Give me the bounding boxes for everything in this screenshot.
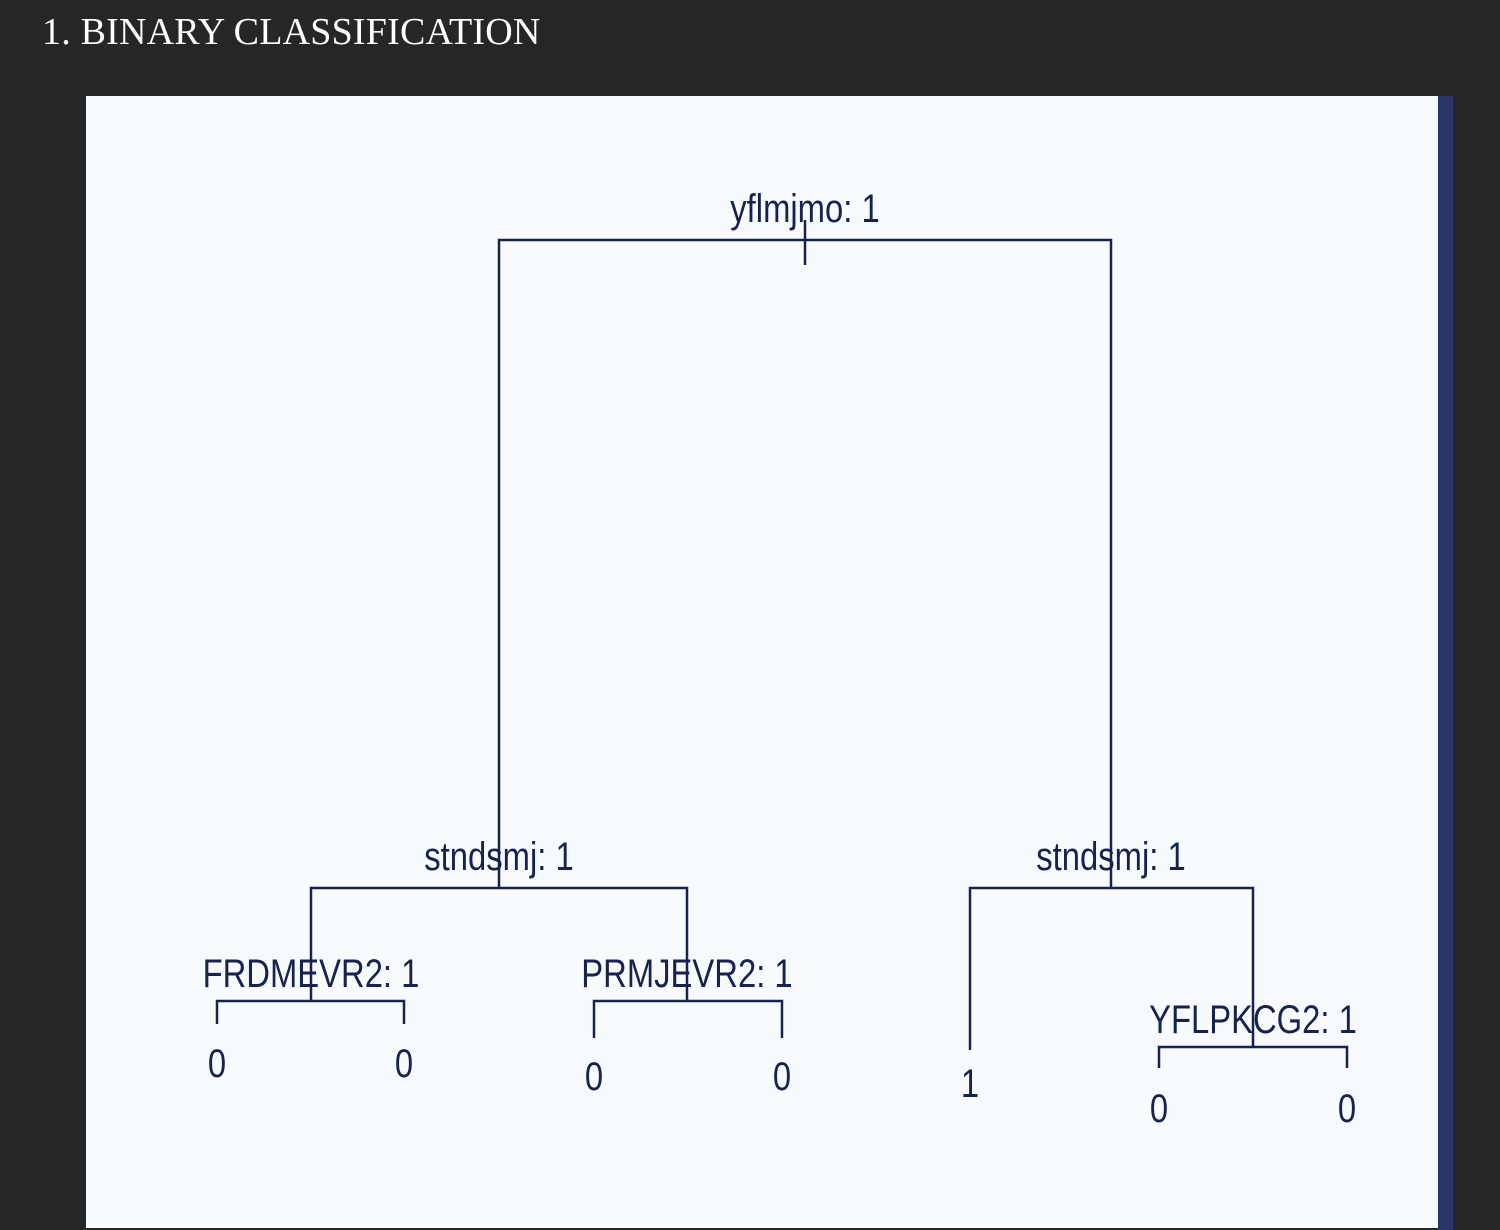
rr-branch: [1157, 1045, 1349, 1068]
lr-split-label: PRMJEVR2: 1: [581, 951, 792, 996]
root-split-label: yflmjmo: 1: [730, 186, 879, 231]
ll-split-label: FRDMEVR2: 1: [203, 951, 420, 996]
leaf-lr-left: 0: [585, 1054, 603, 1099]
leaf-ll-left: 0: [208, 1041, 226, 1086]
leaf-ll-right: 0: [395, 1041, 413, 1086]
scrollbar-track[interactable]: [1438, 96, 1453, 1230]
page-title: 1. BINARY CLASSIFICATION: [42, 11, 541, 53]
left-split-label: stndsmj: 1: [424, 834, 573, 879]
leaf-rl: 1: [961, 1061, 979, 1106]
left-branch: [309, 886, 689, 1001]
figure-panel: [86, 96, 1438, 1228]
right-split-label: stndsmj: 1: [1036, 834, 1185, 879]
root-branch: [497, 238, 1113, 888]
leaf-rr-right: 0: [1338, 1086, 1356, 1131]
rr-split-label: YFLPKCG2: 1: [1149, 997, 1357, 1042]
leaf-rr-left: 0: [1150, 1086, 1168, 1131]
leaf-lr-right: 0: [773, 1054, 791, 1099]
ll-branch: [215, 999, 406, 1024]
right-branch: [968, 886, 1255, 1050]
lr-branch: [592, 999, 784, 1038]
